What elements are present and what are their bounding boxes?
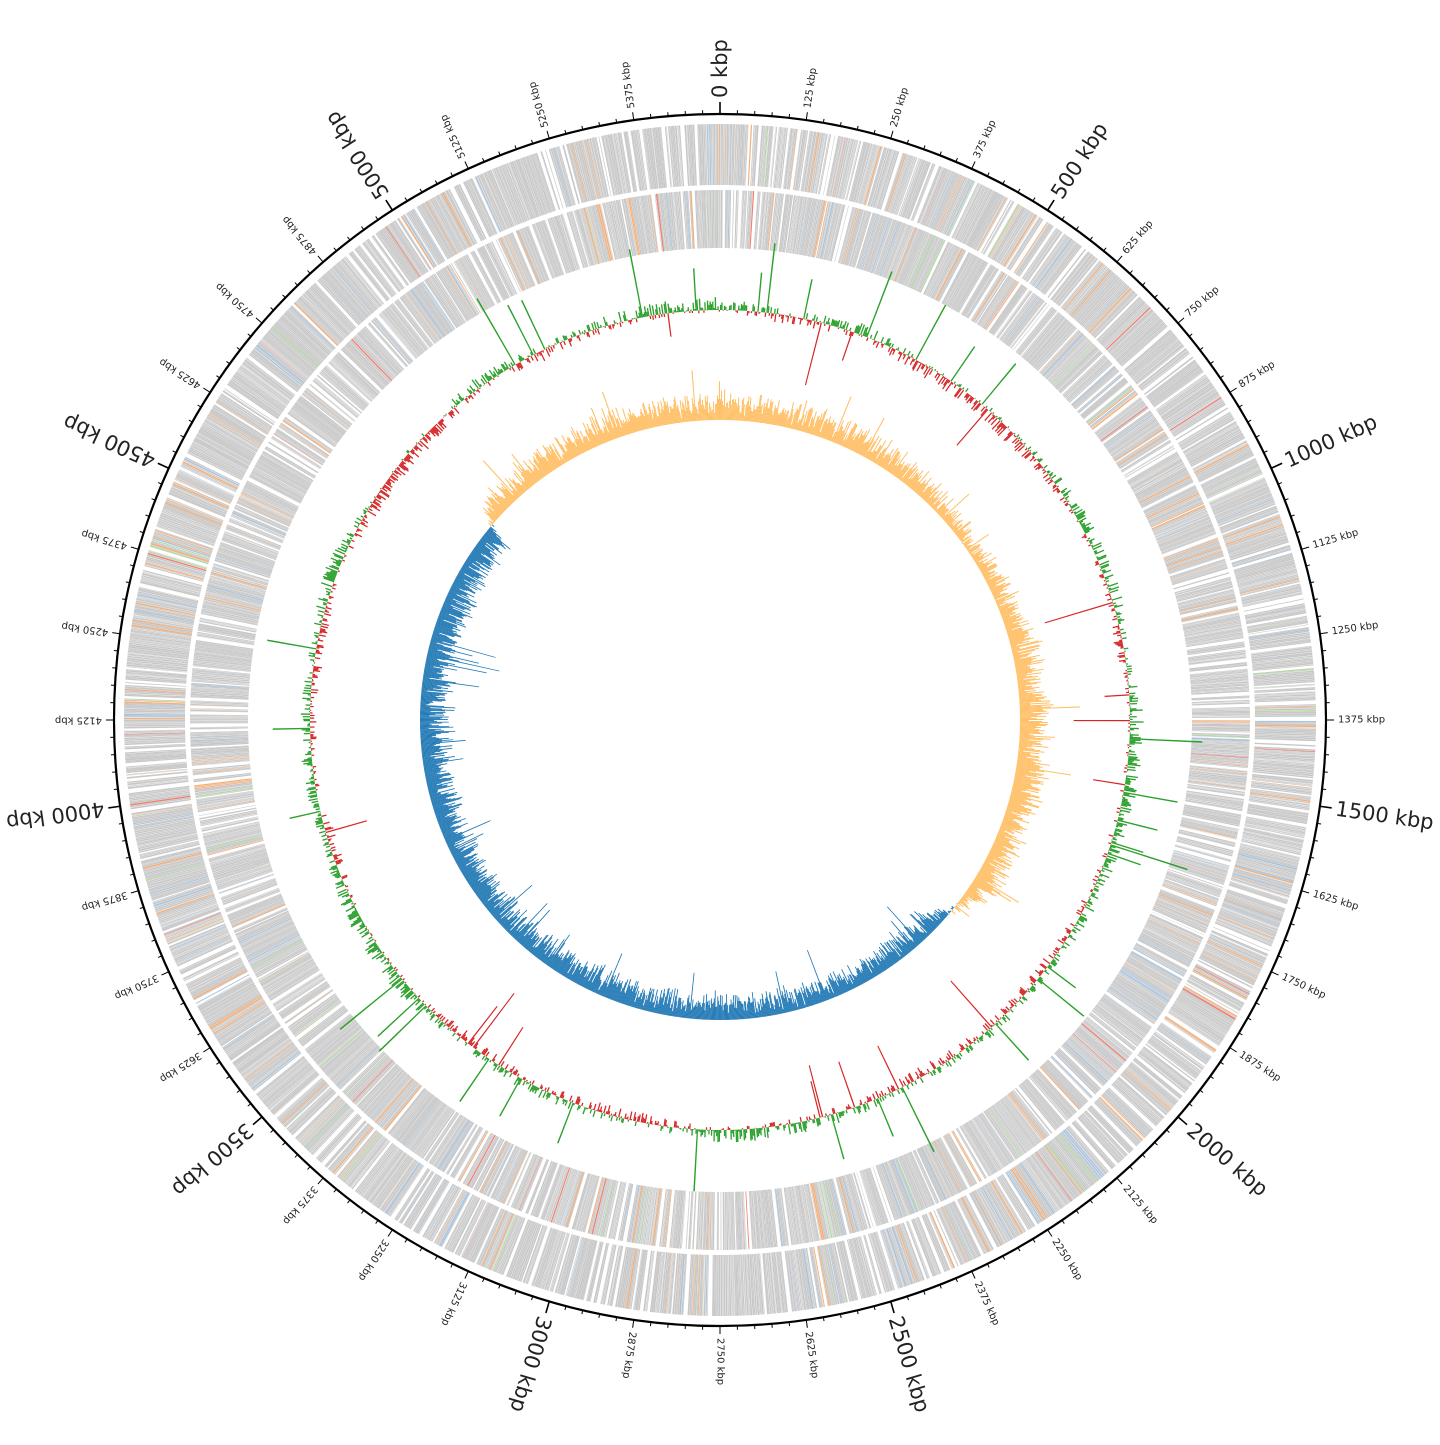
feature-minus — [190, 720, 248, 721]
feature-plus — [124, 717, 185, 718]
feature-minus — [190, 719, 248, 720]
feature-minus — [190, 718, 248, 719]
feature-plus — [718, 124, 719, 185]
feature-plus — [719, 124, 720, 185]
feature-minus — [717, 1192, 718, 1250]
feature-plus — [1254, 743, 1315, 747]
feature-minus — [1171, 564, 1227, 582]
feature-plus — [717, 1255, 718, 1316]
feature-minus — [1192, 721, 1250, 722]
feature-minus — [723, 1192, 725, 1250]
feature-minus — [745, 1191, 749, 1249]
feature-minus — [193, 773, 251, 781]
feature-plus — [725, 1255, 727, 1316]
feature-minus — [732, 190, 734, 248]
feature-plus — [717, 1255, 718, 1316]
feature-minus — [1189, 664, 1247, 671]
feature-plus — [720, 124, 721, 185]
feature-minus — [721, 1192, 722, 1250]
feature-plus — [721, 124, 723, 185]
feature-minus — [1192, 720, 1250, 721]
feature-plus — [124, 720, 185, 722]
feature-plus — [719, 1255, 720, 1316]
feature-minus — [721, 190, 723, 248]
feature-plus — [724, 1255, 726, 1316]
feature-plus — [904, 160, 925, 217]
feature-minus — [718, 1192, 719, 1250]
feature-plus — [1149, 364, 1199, 401]
feature-minus — [190, 721, 248, 723]
feature-plus — [717, 124, 719, 185]
feature-plus — [1255, 721, 1316, 722]
feature-plus — [1255, 715, 1316, 717]
feature-plus — [723, 124, 725, 185]
feature-plus — [124, 718, 185, 719]
feature-plus — [721, 1255, 723, 1316]
feature-plus — [124, 719, 185, 720]
feature-plus — [124, 722, 185, 723]
feature-plus — [722, 1255, 723, 1316]
feature-plus — [609, 1246, 621, 1306]
feature-minus — [1192, 715, 1250, 716]
feature-plus — [124, 726, 185, 728]
feature-minus — [190, 716, 248, 717]
feature-minus — [1192, 722, 1250, 723]
feature-plus — [1255, 722, 1316, 724]
feature-plus — [720, 1255, 721, 1316]
